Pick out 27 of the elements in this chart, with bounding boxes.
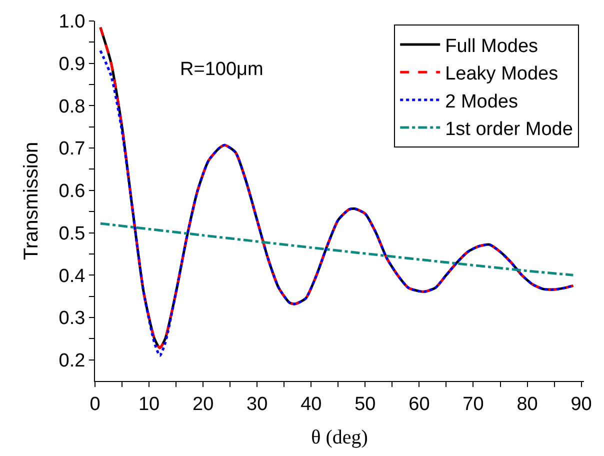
- legend-label: Leaky Modes: [445, 64, 558, 85]
- line-series: [99, 222, 574, 276]
- x-tick-label: 20: [192, 394, 214, 415]
- x-tick-label: 0: [90, 394, 100, 415]
- x-tick-label: 30: [246, 394, 268, 415]
- y-tick-label: 0.6: [58, 181, 86, 202]
- y-tick-label: 0.2: [58, 350, 86, 372]
- y-tick-label: 0.8: [58, 96, 86, 118]
- y-tick-label: 0.3: [58, 308, 86, 330]
- x-tick-label: 80: [516, 394, 538, 415]
- legend-label: 2 Modes: [445, 91, 518, 112]
- legend-label: Full Modes: [445, 36, 538, 57]
- legend-label: 1st order Mode: [445, 118, 573, 140]
- y-tick-label: 0.9: [58, 54, 86, 75]
- x-tick-label: 90: [570, 394, 592, 415]
- y-tick-label: 0.5: [58, 223, 86, 244]
- x-tick-label: 40: [300, 394, 322, 415]
- x-tick-label: 70: [462, 394, 484, 415]
- x-axis-title: θ (deg): [311, 426, 368, 448]
- y-tick-label: 1.0: [58, 12, 86, 33]
- x-tick-label: 60: [408, 394, 430, 415]
- y-axis-title: Transmission: [20, 142, 42, 260]
- y-tick-label: 0.4: [58, 266, 86, 287]
- y-tick-label: 0.7: [58, 138, 86, 160]
- x-tick-label: 50: [354, 394, 376, 415]
- annotation: R=100μm: [180, 59, 264, 80]
- x-tick-label: 10: [138, 394, 160, 415]
